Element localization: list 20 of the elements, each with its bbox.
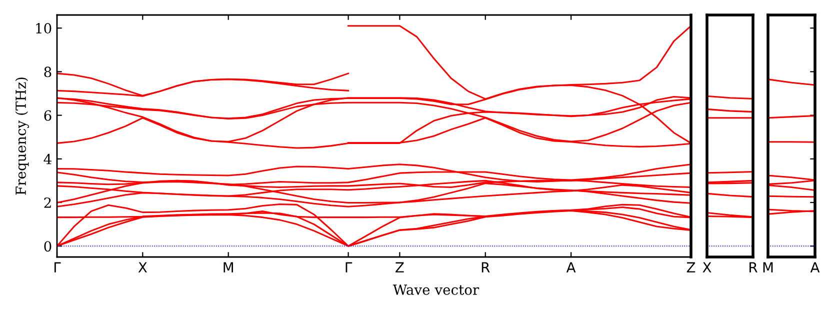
x-tick-label: Z (396, 262, 404, 272)
x-tick-label: Γ (54, 262, 61, 272)
y-axis-title: Frequency (THz) (15, 78, 29, 195)
x-tick-label: R (750, 262, 758, 272)
x-tick-label: X (702, 262, 712, 272)
y-tick-label: 10 (36, 23, 52, 34)
y-tick-label: 6 (44, 110, 52, 121)
x-tick-label: M (763, 262, 773, 272)
y-tick-label: 8 (44, 66, 52, 78)
x-tick-label: A (566, 262, 576, 272)
x-axis-title: Wave vector (392, 284, 480, 295)
x-tick-label: X (138, 262, 147, 272)
x-tick-label: Z (686, 262, 696, 272)
x-tick-label: A (810, 262, 820, 272)
x-tick-label: R (482, 262, 490, 272)
y-tick-label: 4 (44, 154, 52, 164)
x-tick-label: M (224, 262, 233, 272)
y-tick-label: 2 (44, 197, 51, 208)
y-tick-label: 0 (44, 241, 52, 252)
x-tick-label: Γ (346, 262, 352, 272)
